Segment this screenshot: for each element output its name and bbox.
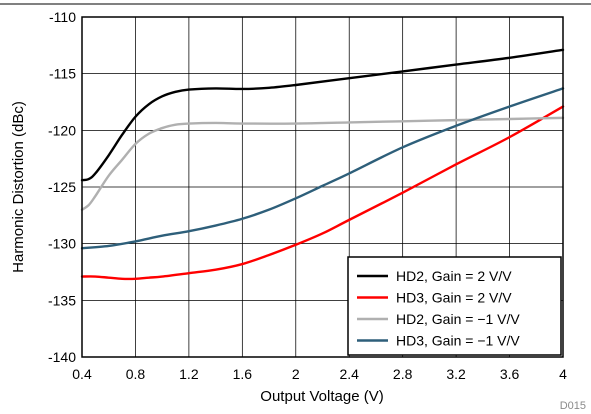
y-tick-label: -140 [48, 349, 76, 365]
legend: HD2, Gain = 2 V/V HD3, Gain = 2 V/V HD2, G… [347, 256, 562, 356]
figure-id: D015 [560, 400, 586, 412]
x-tick-label: 3.6 [500, 366, 520, 382]
x-tick-label: 2.4 [339, 366, 359, 382]
legend-box [347, 256, 562, 356]
tick-labels: 0.4 0.8 1.2 1.6 2 2.4 2.8 3.2 3.6 4 -110 -115 -120 -1… [48, 9, 567, 382]
y-tick-label: -130 [48, 236, 76, 252]
y-tick-label: -135 [48, 292, 76, 308]
series-line-2 [80, 105, 565, 281]
y-tick-label: -115 [49, 66, 76, 82]
series-line-4 [80, 87, 565, 250]
x-tick-label: 2 [292, 366, 300, 382]
y-tick-label: -120 [48, 122, 76, 138]
y-axis-label: Harmonic Distortion (dBc) [10, 101, 27, 273]
y-tick-label: -110 [49, 9, 76, 25]
series-line-3 [80, 116, 565, 211]
y-tick-label: -125 [48, 179, 76, 195]
x-tick-label: 1.6 [233, 366, 253, 382]
legend-label: HD3, Gain = 2 V/V [396, 290, 512, 306]
x-tick-label: 0.4 [72, 366, 92, 382]
legend-label: HD2, Gain = 2 V/V [396, 268, 512, 284]
x-axis-label: Output Voltage (V) [260, 388, 383, 405]
x-tick-label: 2.8 [393, 366, 413, 382]
series-layer [80, 48, 565, 281]
x-tick-label: 3.2 [446, 366, 466, 382]
x-tick-label: 1.2 [179, 366, 199, 382]
legend-label: HD2, Gain = −1 V/V [396, 311, 520, 327]
x-tick-label: 0.8 [126, 366, 146, 382]
legend-label: HD3, Gain = −1 V/V [396, 333, 520, 349]
series-line-1 [80, 48, 565, 182]
x-tick-label: 4 [559, 366, 567, 382]
plot-frame [81, 16, 564, 358]
